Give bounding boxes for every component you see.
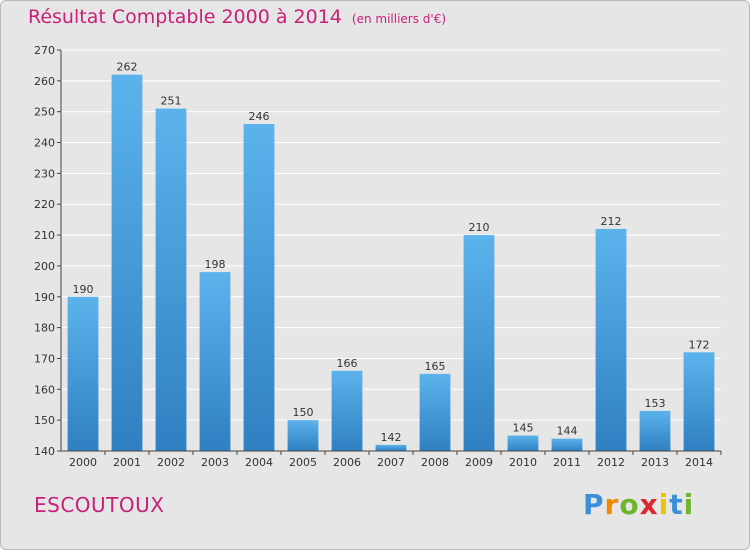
- x-tick-label: 2008: [421, 456, 449, 469]
- data-label: 172: [689, 338, 710, 351]
- y-tick-label: 220: [34, 198, 55, 211]
- x-tick-label: 2009: [465, 456, 493, 469]
- bar-2000: [67, 296, 99, 451]
- bar-2009: [463, 235, 495, 451]
- y-tick-label: 170: [34, 352, 55, 365]
- bar-2012: [595, 228, 627, 451]
- data-label: 210: [469, 221, 490, 234]
- x-tick-label: 2001: [113, 456, 141, 469]
- y-tick-label: 270: [34, 44, 55, 57]
- data-label: 165: [425, 360, 446, 373]
- bar-2006: [331, 370, 363, 451]
- bar-2001: [111, 74, 143, 451]
- bar-2002: [155, 108, 187, 451]
- logo-letter: i: [658, 488, 670, 521]
- y-tick-label: 250: [34, 106, 55, 119]
- data-label: 166: [337, 357, 358, 370]
- data-label: 251: [161, 95, 182, 108]
- bar-2013: [639, 410, 671, 451]
- logo-letter: P: [583, 488, 605, 521]
- y-tick-label: 160: [34, 383, 55, 396]
- bars: 190 262 251 198 246 150 166 142 165 210 145 144 212 1…: [67, 61, 715, 452]
- y-axis: 140 150 160 170 180 190 200 210 220 230 240 250 260 2…: [34, 44, 62, 458]
- data-label: 190: [73, 283, 94, 296]
- data-label: 262: [117, 61, 138, 74]
- x-tick-label: 2011: [553, 456, 581, 469]
- x-tick-label: 2012: [597, 456, 625, 469]
- data-label: 153: [645, 397, 666, 410]
- x-axis: 2000 2001 2002 2003 2004 2005 2006 2007 2008 2009…: [61, 450, 722, 469]
- data-label: 144: [557, 425, 578, 438]
- proxiti-logo: Proxiti: [583, 488, 694, 521]
- x-tick-label: 2013: [641, 456, 669, 469]
- commune-name: ESCOUTOUX: [34, 493, 165, 517]
- x-tick-label: 2006: [333, 456, 361, 469]
- y-tick-label: 190: [34, 291, 55, 304]
- chart-title: Résultat Comptable 2000 à 2014 (en millie…: [28, 6, 446, 28]
- x-tick-label: 2004: [245, 456, 273, 469]
- y-tick-label: 230: [34, 167, 55, 180]
- y-tick-label: 150: [34, 414, 55, 427]
- bar-2003: [199, 272, 231, 451]
- x-tick-label: 2014: [685, 456, 713, 469]
- title-unit: (en milliers d'€): [351, 12, 447, 26]
- data-label: 150: [293, 406, 314, 419]
- x-tick-label: 2007: [377, 456, 405, 469]
- x-tick-label: 2005: [289, 456, 317, 469]
- x-tick-label: 2010: [509, 456, 537, 469]
- x-tick-label: 2002: [157, 456, 185, 469]
- bar-2008: [419, 373, 451, 451]
- y-tick-label: 210: [34, 229, 55, 242]
- y-tick-label: 200: [34, 260, 55, 273]
- data-label: 198: [205, 258, 226, 271]
- data-label: 246: [249, 110, 270, 123]
- bar-2010: [507, 435, 539, 451]
- logo-letter: i: [683, 488, 695, 521]
- data-label: 145: [513, 422, 534, 435]
- bar-2007: [375, 444, 407, 451]
- y-tick-label: 180: [34, 322, 55, 335]
- bar-2014: [683, 352, 715, 451]
- data-label: 142: [381, 431, 402, 444]
- logo-letter: x: [639, 488, 659, 521]
- y-tick-label: 240: [34, 137, 55, 150]
- logo-letter: t: [669, 488, 684, 521]
- title-text: Résultat Comptable 2000 à 2014: [28, 6, 342, 28]
- x-tick-label: 2000: [69, 456, 97, 469]
- logo-letter: o: [619, 488, 640, 521]
- bar-2011: [551, 438, 583, 451]
- logo-letter: r: [604, 488, 620, 521]
- y-tick-label: 140: [34, 445, 55, 458]
- y-tick-label: 260: [34, 75, 55, 88]
- data-label: 212: [601, 215, 622, 228]
- bar-2004: [243, 124, 275, 452]
- bar-2005: [287, 420, 319, 451]
- x-tick-label: 2003: [201, 456, 229, 469]
